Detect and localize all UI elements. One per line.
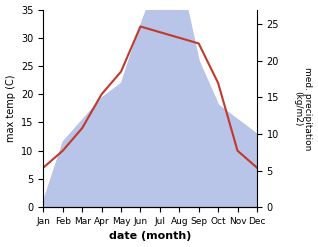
Y-axis label: med. precipitation
(kg/m2): med. precipitation (kg/m2) [293, 67, 313, 150]
Y-axis label: max temp (C): max temp (C) [5, 75, 16, 142]
X-axis label: date (month): date (month) [109, 231, 191, 242]
